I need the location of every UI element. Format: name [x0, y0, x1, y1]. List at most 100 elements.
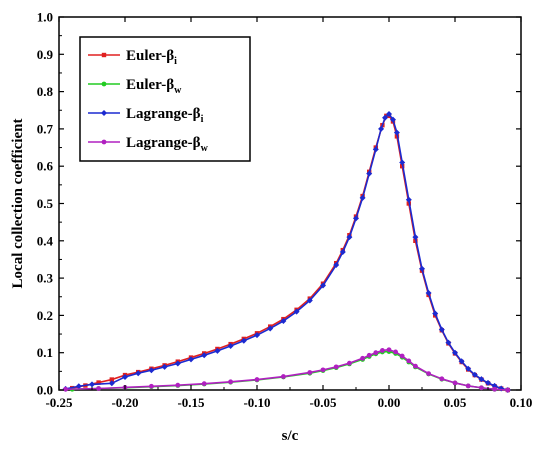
x-tick-label: -0.15: [177, 395, 205, 410]
data-point: [108, 380, 115, 387]
y-tick-label: 0.7: [37, 121, 54, 136]
data-point: [439, 376, 445, 382]
x-tick-label: -0.25: [45, 395, 73, 410]
data-point: [201, 381, 207, 387]
x-tick-label: 0.05: [444, 395, 467, 410]
data-point: [122, 373, 128, 380]
data-point: [267, 325, 274, 332]
legend-swatch-marker: [101, 110, 107, 116]
data-point: [479, 385, 484, 391]
x-tick-label: 0.10: [510, 395, 533, 410]
data-point: [89, 381, 95, 388]
legend: Euler-βi Euler-βw Lagrange-βi Lagrange-βw: [79, 36, 251, 162]
data-point: [406, 358, 412, 364]
data-point: [405, 196, 412, 203]
legend-swatch-marker: [101, 81, 107, 87]
legend-item: Lagrange-βi: [88, 106, 204, 125]
data-point: [458, 358, 465, 365]
data-point: [478, 376, 485, 383]
y-tick-label: 0.4: [37, 233, 54, 248]
data-point: [366, 352, 372, 358]
data-point: [485, 379, 491, 386]
data-point: [432, 310, 439, 317]
legend-item: Euler-βw: [88, 77, 182, 96]
data-point: [346, 234, 353, 241]
data-point: [389, 116, 396, 123]
data-point: [426, 371, 431, 376]
data-point: [306, 297, 313, 304]
data-point: [135, 370, 142, 377]
legend-label: Lagrange-βw: [126, 135, 209, 154]
data-point: [452, 349, 458, 356]
data-point: [280, 317, 287, 324]
x-axis: -0.25 -0.20 -0.15 -0.10 -0.05 0.00 0.05 0.10: [45, 17, 532, 410]
x-tick-label: 0.00: [378, 395, 401, 410]
data-point: [240, 337, 247, 344]
data-point: [63, 386, 68, 392]
data-point: [339, 248, 346, 255]
data-point: [293, 308, 300, 315]
data-point: [372, 146, 379, 153]
data-point: [148, 367, 155, 374]
series-line: [65, 348, 508, 391]
y-tick-label: 0.3: [37, 271, 54, 286]
data-point: [188, 356, 194, 363]
legend-item: Lagrange-βw: [88, 135, 209, 154]
data-point: [333, 364, 339, 370]
x-tick-label: -0.10: [243, 395, 270, 410]
y-tick-label: 0.0: [37, 383, 53, 398]
data-point: [149, 383, 154, 389]
data-point: [228, 379, 234, 385]
data-point: [353, 215, 359, 222]
data-point: [412, 234, 419, 241]
series-4: [63, 347, 511, 393]
y-tick-label: 0.5: [37, 196, 54, 211]
data-point: [386, 347, 392, 353]
data-point: [96, 380, 101, 385]
data-point: [254, 332, 260, 339]
y-axis: 0.0 0.1 0.2 0.3 0.4 0.5 0.6 0.7 0.8 0.9 1.0: [37, 10, 521, 398]
data-point: [359, 194, 366, 201]
data-point: [393, 129, 400, 136]
y-tick-label: 1.0: [37, 10, 53, 25]
data-point: [399, 159, 406, 166]
data-point: [492, 386, 497, 392]
legend-label: Euler-βi: [126, 48, 177, 67]
data-point: [174, 360, 181, 367]
x-tick-label: -0.05: [309, 395, 337, 410]
data-point: [373, 350, 379, 356]
x-axis-label: s/c: [282, 428, 299, 444]
data-point: [505, 387, 511, 393]
legend-box: [79, 36, 251, 162]
data-point: [445, 339, 452, 346]
data-point: [465, 365, 472, 372]
data-point: [419, 265, 425, 272]
legend-swatch-marker: [101, 52, 107, 58]
data-point: [109, 377, 114, 382]
data-point: [175, 382, 181, 388]
data-point: [214, 347, 221, 354]
data-point: [161, 363, 168, 370]
x-tick-label: -0.20: [111, 395, 138, 410]
data-point: [360, 355, 365, 361]
data-point: [320, 367, 326, 373]
data-point: [382, 114, 389, 121]
data-point: [386, 110, 392, 117]
y-axis-label: Local collection coefficient: [10, 119, 26, 289]
data-point: [320, 282, 326, 289]
data-point: [201, 352, 208, 359]
data-point: [425, 290, 432, 297]
series-layer: [62, 110, 511, 393]
data-point: [333, 262, 340, 269]
y-tick-label: 0.1: [37, 345, 53, 360]
data-point: [254, 377, 260, 382]
legend-swatch-marker: [101, 139, 107, 145]
data-point: [399, 353, 405, 359]
series-2: [69, 349, 511, 393]
data-point: [281, 374, 286, 379]
data-point: [465, 383, 471, 389]
data-point: [75, 383, 82, 390]
y-tick-label: 0.9: [37, 47, 54, 62]
data-point: [471, 371, 478, 378]
